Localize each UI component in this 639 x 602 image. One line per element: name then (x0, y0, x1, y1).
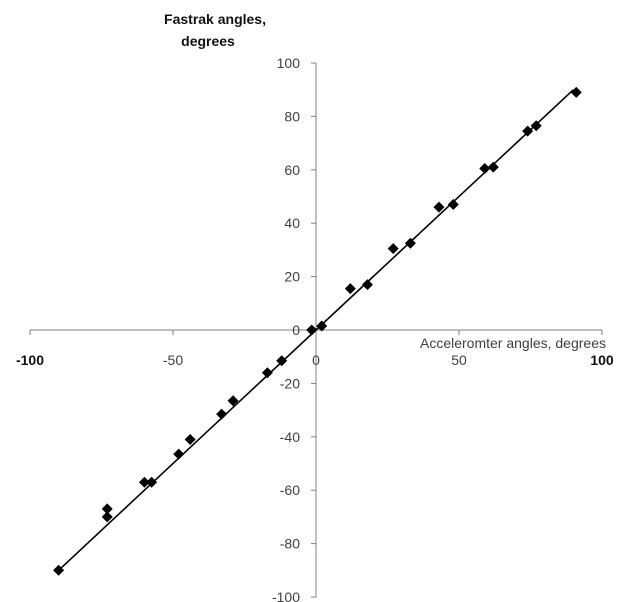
data-point (138, 476, 150, 488)
data-point (101, 503, 113, 515)
y-tick-label: 20 (284, 269, 300, 285)
x-tick-label: 50 (451, 352, 467, 368)
y-tick-label: -20 (280, 375, 300, 391)
data-point (433, 201, 445, 213)
y-tick-label: -40 (280, 429, 300, 445)
y-tick-label: 40 (284, 215, 300, 231)
y-tick-label: 80 (284, 108, 300, 124)
data-point (173, 448, 185, 460)
data-point (404, 237, 416, 249)
data-point (479, 162, 491, 174)
y-tick-label: 100 (277, 55, 301, 71)
x-axis-title: Acceleromter angles, degrees (420, 335, 606, 351)
data-point (487, 161, 499, 173)
x-tick-label: -50 (163, 352, 183, 368)
data-point (184, 433, 196, 445)
data-point (146, 476, 158, 488)
y-tick-label: 0 (292, 322, 300, 338)
data-point (101, 511, 113, 523)
data-point (344, 283, 356, 295)
data-point (306, 324, 318, 336)
y-tick-label: -80 (280, 536, 300, 552)
x-tick-labels: -100 -50 0 50 100 (16, 352, 614, 368)
x-tick-label: 100 (590, 352, 614, 368)
x-tick-label: 0 (312, 352, 320, 368)
data-point (361, 279, 373, 291)
data-point (530, 120, 542, 132)
y-axis-title-line1: Fastrak angles, (164, 11, 266, 27)
data-point (522, 125, 534, 137)
data-points (53, 86, 582, 576)
data-point (216, 408, 228, 420)
data-point (447, 199, 459, 211)
data-point (53, 564, 65, 576)
data-point (227, 395, 239, 407)
data-point (316, 320, 328, 332)
data-point (276, 355, 288, 367)
y-axis-title-line2: degrees (181, 33, 235, 49)
y-tick-label: -60 (280, 482, 300, 498)
y-tick-label: -100 (272, 589, 300, 602)
x-tick-label: -100 (16, 352, 44, 368)
y-tick-labels: -100 -80 -60 -40 -20 0 20 40 60 80 100 (272, 55, 300, 602)
data-point (570, 86, 582, 98)
y-tick-label: 60 (284, 162, 300, 178)
data-point (261, 367, 273, 379)
data-point (387, 243, 399, 255)
